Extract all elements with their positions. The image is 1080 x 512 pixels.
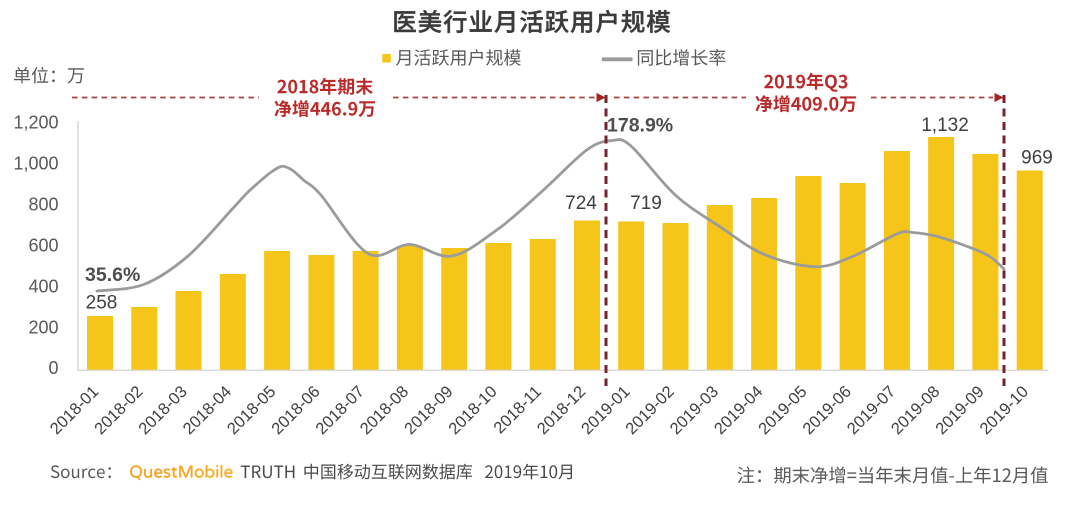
svg-text:200: 200 <box>28 317 58 337</box>
svg-text:258: 258 <box>86 293 118 314</box>
svg-text:719: 719 <box>630 193 662 214</box>
svg-text:600: 600 <box>28 235 58 255</box>
svg-text:800: 800 <box>28 195 58 215</box>
svg-text:178.9%: 178.9% <box>607 115 673 137</box>
svg-text:1,000: 1,000 <box>13 154 58 174</box>
svg-text:1,200: 1,200 <box>13 113 58 133</box>
svg-text:35.6%: 35.6% <box>85 264 140 286</box>
svg-text:0: 0 <box>48 358 58 378</box>
svg-text:724: 724 <box>565 193 597 214</box>
svg-text:1,132: 1,132 <box>921 115 969 136</box>
svg-text:969: 969 <box>1021 148 1053 169</box>
svg-text:400: 400 <box>28 276 58 296</box>
